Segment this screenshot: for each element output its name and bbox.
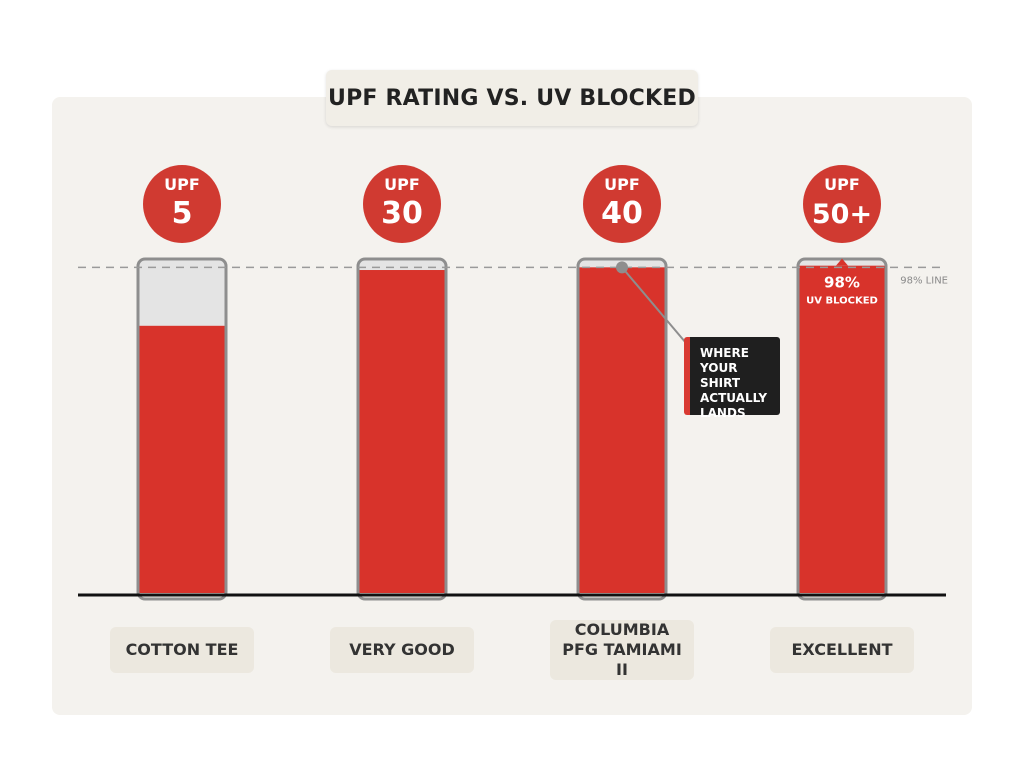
category-label-columbia-pfg-tamiami-ii: COLUMBIA PFG TAMIAMI II [550,620,694,680]
upf-badge-value-1: 30 [381,196,423,231]
bar-3 [799,265,885,593]
upf-badge-1 [363,165,441,243]
bar-outline-0 [136,257,228,601]
upf-badge-label-0: UPF [164,175,200,194]
annotation-leader-line [621,266,687,344]
reference-line-label: 98% LINE [900,275,948,286]
data-label-value-3: 98% [824,274,860,292]
data-label-pointer-3 [836,258,848,266]
upf-badge-label-2: UPF [604,175,640,194]
bar-2 [579,267,665,593]
upf-badge-3 [803,165,881,243]
upf-badge-value-2: 40 [601,196,643,231]
upf-badge-0 [143,165,221,243]
upf-badge-label-1: UPF [384,175,420,194]
bar-1 [359,270,445,593]
category-label-cotton-tee: COTTON TEE [110,627,254,673]
upf-badge-value-0: 5 [172,196,193,231]
bar-outline-2 [576,257,668,601]
bar-0 [139,325,225,593]
category-label-excellent: EXCELLENT [770,627,914,673]
annotation-callout: WHERE YOUR SHIRT ACTUALLY LANDS [684,337,780,420]
bar-outline-1 [356,257,448,601]
data-label-caption-3: UV BLOCKED [806,296,878,307]
upf-badge-label-3: UPF [824,175,860,194]
annotation-marker [616,261,628,274]
upf-badge-2 [583,165,661,243]
category-label-very-good: VERY GOOD [330,627,474,673]
upf-badge-value-3: 50+ [812,199,872,230]
chart-title: UPF RATING VS. UV BLOCKED [326,70,698,126]
